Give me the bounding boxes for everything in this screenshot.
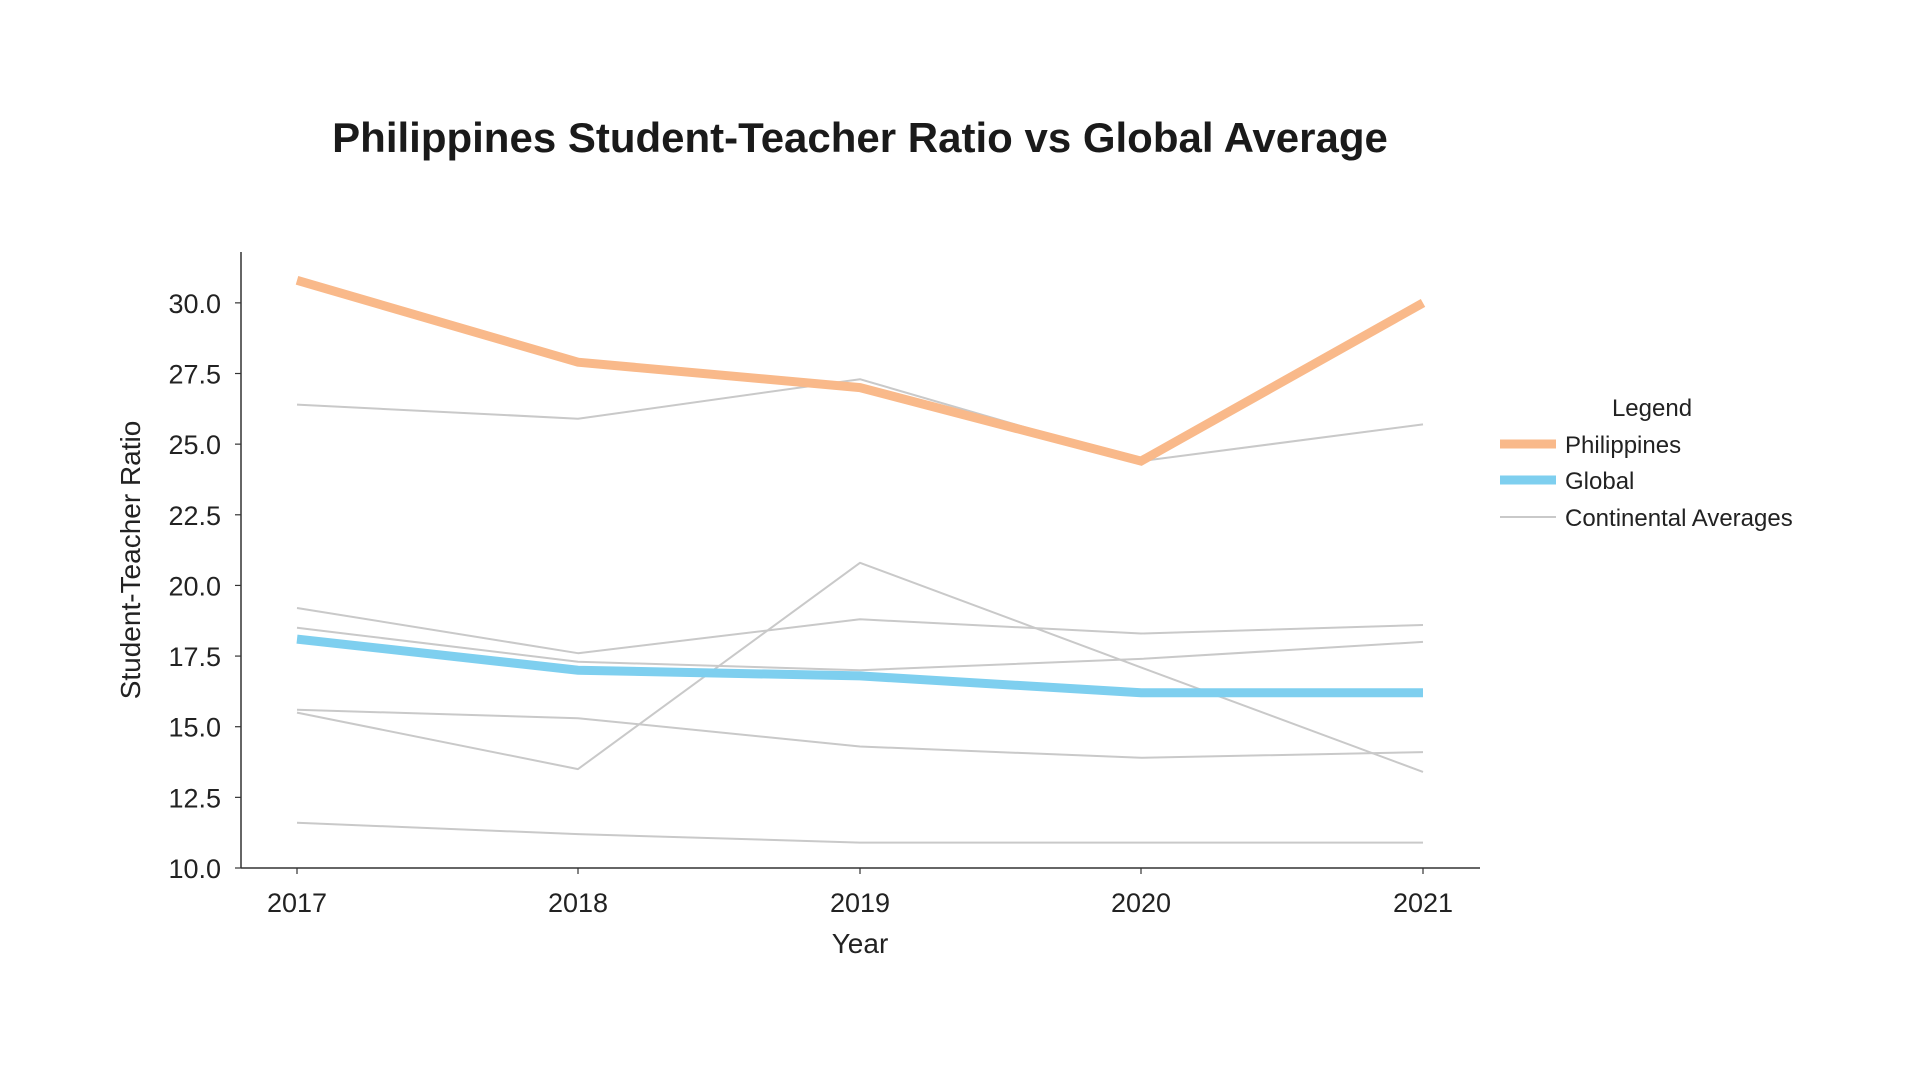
- y-tick-label: 27.5: [168, 360, 221, 390]
- legend-label-philippines: Philippines: [1565, 432, 1681, 459]
- continental-average-line-3: [296, 626, 1424, 672]
- series-line-global: [296, 634, 1423, 698]
- continental-average-line-4: [296, 708, 1424, 759]
- legend: Legend Philippines Global Continental Av…: [1500, 395, 1793, 532]
- y-tick-label: 22.5: [168, 501, 221, 531]
- y-axis-ticks: 10.0 12.5 15.0 17.5 20.0 22.5 25.0 27.5 30.0: [168, 289, 241, 884]
- continental-average-line-2: [296, 607, 1424, 655]
- series-line-philippines: [295, 275, 1426, 466]
- y-tick-label: 17.5: [168, 642, 221, 672]
- continental-average-line-5: [296, 561, 1424, 773]
- y-tick-label: 20.0: [168, 571, 221, 601]
- x-tick-label: 2018: [548, 888, 608, 918]
- x-axis-label: Year: [832, 928, 889, 959]
- continental-average-line-6: [296, 821, 1423, 844]
- y-axis-label: Student-Teacher Ratio: [115, 421, 146, 700]
- y-tick-label: 25.0: [168, 430, 221, 460]
- y-tick-label: 10.0: [168, 854, 221, 884]
- y-tick-label: 30.0: [168, 289, 221, 319]
- plot-area: [295, 275, 1426, 844]
- chart-title: Philippines Student-Teacher Ratio vs Glo…: [332, 114, 1388, 161]
- x-axis-ticks: 2017 2018 2019 2020 2021: [267, 868, 1453, 918]
- legend-label-global: Global: [1565, 468, 1634, 495]
- legend-label-continental: Continental Averages: [1565, 505, 1793, 532]
- legend-title: Legend: [1612, 395, 1692, 422]
- x-tick-label: 2019: [830, 888, 890, 918]
- x-tick-label: 2020: [1111, 888, 1171, 918]
- x-tick-label: 2021: [1393, 888, 1453, 918]
- continental-average-line-1: [296, 378, 1424, 463]
- y-tick-label: 12.5: [168, 783, 221, 813]
- x-tick-label: 2017: [267, 888, 327, 918]
- y-tick-label: 15.0: [168, 713, 221, 743]
